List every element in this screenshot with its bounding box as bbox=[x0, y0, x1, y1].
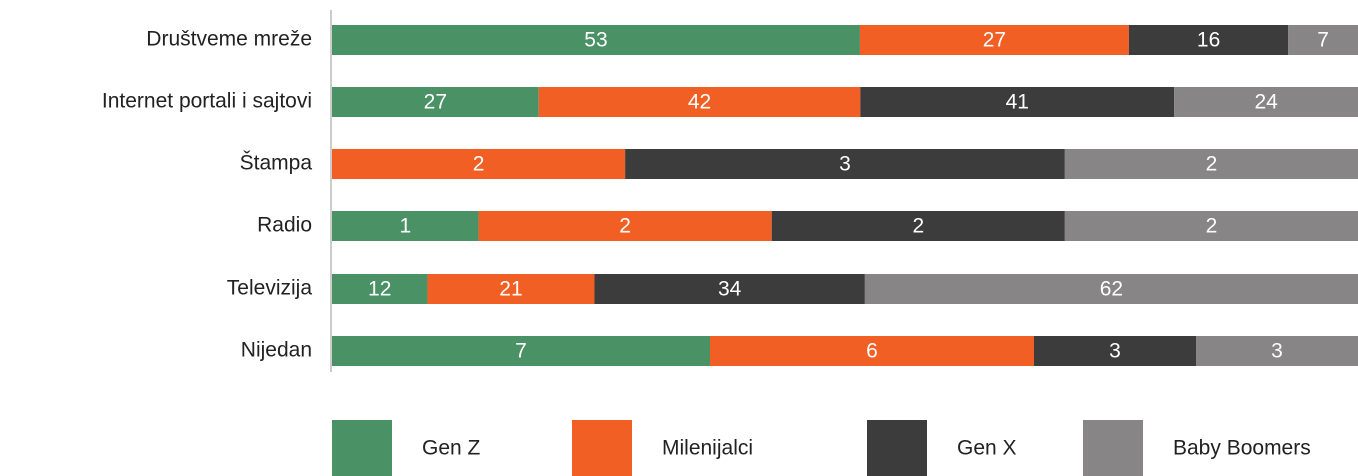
value-label: 21 bbox=[499, 278, 522, 301]
bar-segment bbox=[1128, 25, 1289, 55]
value-label: 34 bbox=[718, 278, 742, 301]
value-label: 27 bbox=[424, 91, 447, 114]
bar-segment bbox=[427, 274, 595, 304]
bar-segment bbox=[332, 211, 479, 241]
value-label: 7 bbox=[1317, 29, 1329, 52]
bar-segment bbox=[478, 211, 772, 241]
value-label: 6 bbox=[866, 340, 878, 363]
bar-segment bbox=[332, 274, 428, 304]
value-label: 1 bbox=[399, 215, 411, 238]
bar-segment bbox=[625, 149, 1065, 179]
category-label: Društveme mreže bbox=[146, 28, 312, 51]
legend-label: Gen Z bbox=[422, 437, 481, 460]
bar-segment bbox=[1064, 211, 1358, 241]
value-label: 2 bbox=[1206, 153, 1218, 176]
bar-segment bbox=[332, 149, 626, 179]
bar-segment bbox=[538, 87, 861, 117]
category-label: Internet portali i sajtovi bbox=[102, 90, 312, 113]
legend-swatch bbox=[1083, 420, 1143, 476]
bar-segment bbox=[1064, 149, 1358, 179]
bar-segment bbox=[332, 87, 539, 117]
value-label: 2 bbox=[1206, 215, 1218, 238]
value-label: 27 bbox=[983, 29, 1006, 52]
bar-segment bbox=[859, 25, 1129, 55]
value-label: 12 bbox=[368, 278, 391, 301]
value-label: 3 bbox=[839, 153, 851, 176]
legend-swatch bbox=[867, 420, 927, 476]
bar-segment bbox=[1288, 25, 1358, 55]
value-label: 7 bbox=[515, 340, 527, 363]
bar-segment bbox=[864, 274, 1358, 304]
value-label: 53 bbox=[584, 29, 607, 52]
category-label: Štampa bbox=[240, 152, 313, 175]
value-label: 24 bbox=[1254, 91, 1278, 114]
value-label: 41 bbox=[1006, 91, 1029, 114]
value-label: 42 bbox=[688, 91, 711, 114]
bar-segment bbox=[1196, 336, 1358, 366]
legend-label: Baby Boomers bbox=[1173, 437, 1311, 460]
bar-segment bbox=[332, 25, 860, 55]
value-label: 2 bbox=[473, 153, 485, 176]
bar-segment bbox=[1034, 336, 1196, 366]
value-label: 2 bbox=[912, 215, 924, 238]
bar-segment bbox=[594, 274, 865, 304]
legend-label: Milenijalci bbox=[662, 437, 753, 460]
value-label: 3 bbox=[1271, 340, 1283, 363]
bar-segment bbox=[771, 211, 1065, 241]
legend-swatch bbox=[332, 420, 392, 476]
value-label: 3 bbox=[1109, 340, 1121, 363]
bar-segment bbox=[710, 336, 1034, 366]
value-label: 16 bbox=[1197, 29, 1220, 52]
legend-label: Gen X bbox=[957, 437, 1017, 460]
value-label: 62 bbox=[1100, 278, 1123, 301]
category-label: Nijedan bbox=[241, 339, 312, 362]
bar-segment bbox=[1174, 87, 1358, 117]
category-label: Radio bbox=[257, 214, 312, 237]
bar-segment bbox=[332, 336, 710, 366]
bar-segment bbox=[860, 87, 1175, 117]
category-label: Televizija bbox=[227, 277, 313, 300]
value-label: 2 bbox=[619, 215, 631, 238]
legend-swatch bbox=[572, 420, 632, 476]
